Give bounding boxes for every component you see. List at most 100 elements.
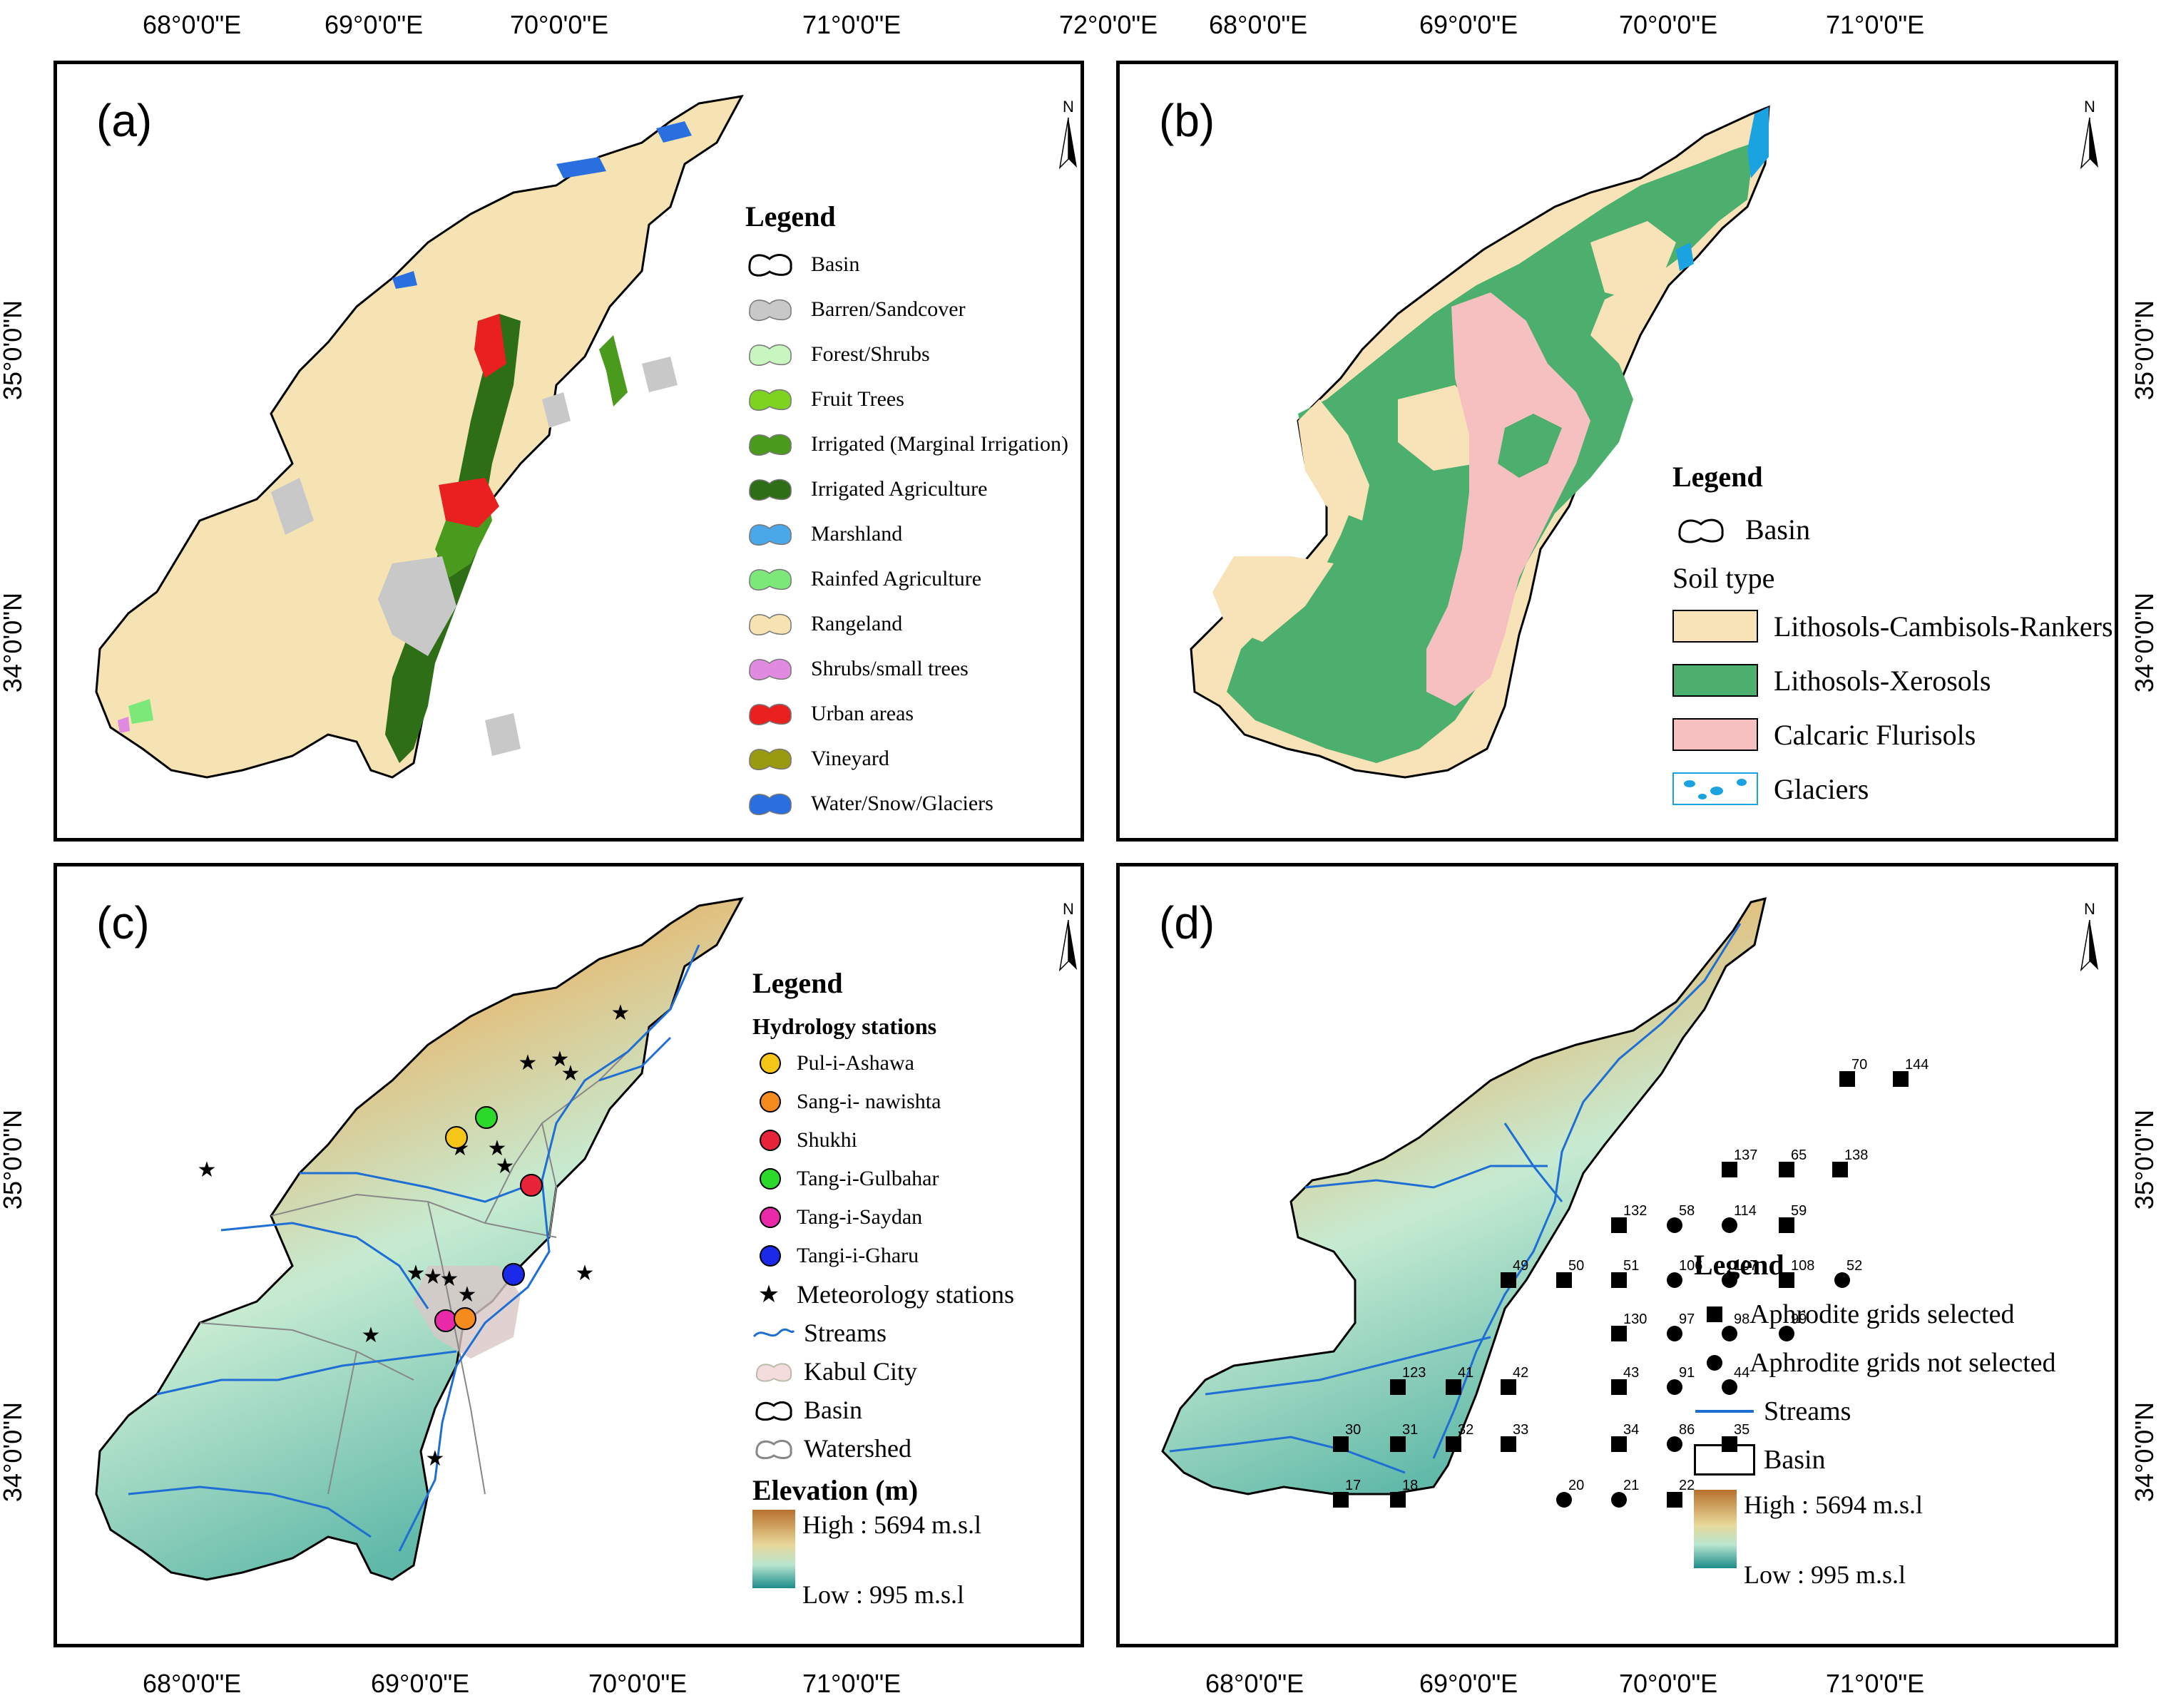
low-label: Low : 995 m.s.l [802,1580,965,1609]
grid-selected-marker [1501,1272,1516,1288]
legend-label: Watershed [804,1434,912,1463]
panel-c-hydrology-map: ★ ★ ★ ★ ★ ★ ★ ★ ★ ★ ★ ★ ★ ★ ★ (c) N [53,863,1084,1647]
coord-label: 72°0'0"E [1059,10,1158,39]
coord-label: 69°0'0"E [371,1669,470,1698]
grid-id-label: 70 [1851,1057,1867,1073]
coord-label: 70°0'0"E [588,1669,688,1698]
coord-label: 70°0'0"E [1619,1669,1718,1698]
svg-text:★: ★ [611,1001,630,1025]
grid-id-label: 20 [1568,1478,1584,1493]
grid-id-label: 108 [1791,1258,1814,1274]
grid-selected-marker [1390,1436,1406,1452]
coord-label: 71°0'0"E [1826,10,1925,39]
grid-id-label: 86 [1679,1422,1695,1438]
grid-not-selected-marker [1834,1272,1850,1288]
legend-item-streams: Streams [1694,1387,2115,1436]
grid-id-label: 49 [1513,1258,1528,1274]
elevation-color-ramp [752,1510,795,1588]
grid-id-label: 144 [1905,1057,1929,1073]
legend-item-meteorology: ★ Meteorology stations [752,1275,1081,1314]
station-marker-icon [760,1207,781,1228]
legend-item-kabul: Kabul City [752,1352,1081,1391]
legend-item: Vineyard [745,736,1081,781]
grid-id-label: 18 [1402,1478,1418,1493]
grid-id-label: 22 [1679,1478,1695,1493]
grid-id-label: 21 [1623,1478,1639,1493]
watershed-symbol-icon [755,1439,792,1460]
coord-label: 34°0'0"N [2130,1401,2160,1503]
grid-selected-marker [1611,1217,1627,1233]
legend-label: Aphrodite grids selected [1749,1299,2015,1329]
basin-outline [95,95,744,779]
legend-swatch-icon [749,613,792,635]
legend-swatch-icon [749,658,792,680]
legend-label: Basin [804,1396,863,1424]
legend-label: Aphrodite grids not selected [1749,1348,2056,1378]
legend-label: Irrigated (Marginal Irrigation) [811,431,1068,456]
legend-label: Pul-i-Ashawa [797,1051,914,1075]
grid-id-label: 30 [1345,1422,1361,1438]
legend-swatch-icon [1672,718,1758,751]
grid-selected-marker [1832,1162,1848,1177]
legend-label: Sang-i- nawishta [797,1090,941,1113]
legend-swatch-icon [749,389,792,411]
legend-item: Basin [745,242,1081,287]
circle-marker-icon [1707,1355,1722,1371]
legend-label: Rangeland [811,611,903,635]
coord-label: 34°0'0"N [0,592,28,693]
north-label: N [1063,98,1074,116]
legend-swatch-icon [749,523,792,546]
panel-label: (b) [1159,95,1215,146]
legend-title: Legend [752,967,843,999]
coord-label: 69°0'0"E [1419,10,1518,39]
stream-line-icon [1695,1410,1754,1413]
legend-item: Rangeland [745,601,1081,646]
elevation-ramp: High : 5694 m.s.l Low : 995 m.s.l [1694,1490,2115,1590]
svg-text:★: ★ [424,1265,443,1289]
legend-swatch-icon [749,793,792,815]
legend-item: Rainfed Agriculture [745,556,1081,601]
legend-label: Tang-i-Saydan [797,1205,923,1229]
coord-label: 68°0'0"E [1205,1669,1304,1698]
grid-not-selected-marker [1556,1492,1572,1508]
grid-id-label: 132 [1623,1203,1647,1219]
svg-text:★: ★ [551,1048,570,1071]
grid-selected-marker [1390,1492,1406,1508]
legend-label: Forest/Shrubs [811,342,930,366]
legend-item: Pul-i-Ashawa [752,1044,1081,1083]
grid-selected-marker [1611,1326,1627,1341]
north-label: N [1063,900,1074,918]
grid-not-selected-marker [1722,1379,1737,1395]
legend-label: Water/Snow/Glaciers [811,791,993,815]
legend-label: Fruit Trees [811,387,904,411]
grid-id-label: 33 [1513,1422,1528,1438]
grid-selected-marker [1446,1436,1461,1452]
grid-id-label: 65 [1791,1147,1807,1163]
legend-swatch-icon [1672,772,1758,805]
grid-not-selected-marker [1722,1217,1737,1233]
legend-swatch-icon [749,748,792,770]
grid-id-label: 42 [1513,1365,1528,1381]
grid-id-label: 137 [1734,1147,1757,1163]
legend-title: Legend [1694,1249,1784,1281]
legend-item: Lithosols-Xerosols [1672,653,2115,707]
legend-item-basin: Basin [1694,1436,2115,1484]
grid-not-selected-marker [1722,1326,1737,1341]
legend-label: Marshland [811,521,903,546]
svg-text:★: ★ [426,1447,445,1471]
grid-not-selected-marker [1667,1379,1682,1395]
svg-text:★: ★ [198,1158,217,1182]
legend-label: Irrigated Agriculture [811,476,988,501]
station-marker-icon [760,1168,781,1190]
grid-not-selected-marker [1667,1326,1682,1341]
legend-item: Tang-i-Gulbahar [752,1160,1081,1198]
svg-text:★: ★ [407,1262,426,1285]
legend-subtitle: Soil type [1672,561,1775,594]
svg-text:★: ★ [440,1267,459,1291]
high-label: High : 5694 m.s.l [1744,1490,1924,1519]
grid-id-label: 106 [1679,1258,1702,1274]
grid-id-label: 114 [1734,1203,1757,1219]
grid-selected-marker [1611,1436,1627,1452]
grid-not-selected-marker [1611,1492,1627,1508]
elevation-color-ramp [1694,1490,1737,1568]
